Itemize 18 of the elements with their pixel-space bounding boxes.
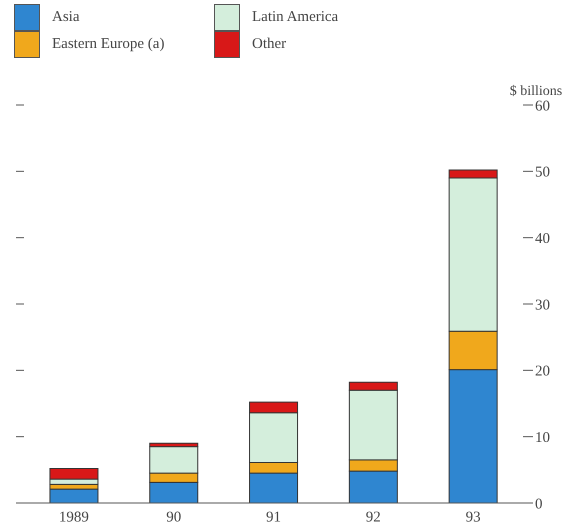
legend-label: Latin America — [252, 9, 338, 26]
x-tick-label: 90 — [166, 510, 182, 526]
y-tick-label: 0 — [535, 496, 542, 512]
y-axis-title: $ billions — [510, 84, 562, 99]
y-tick-label: 20 — [535, 364, 550, 380]
y-tick-label: 10 — [535, 430, 550, 446]
x-tick-label: 91 — [266, 510, 281, 526]
x-tick-label: 92 — [366, 510, 381, 526]
y-tick-label: 50 — [535, 164, 550, 181]
legend-label: Other — [252, 36, 286, 53]
y-tick-label: 60 — [535, 98, 550, 114]
x-tick-label: 1989 — [58, 510, 89, 526]
bar — [49, 488, 98, 503]
y-tick-label: 30 — [535, 297, 550, 314]
legend-label: Eastern Europe (a) — [52, 36, 164, 53]
legend-label: Asia — [52, 9, 80, 26]
y-tick-label: 40 — [535, 230, 550, 247]
x-tick-label: 93 — [466, 510, 481, 526]
